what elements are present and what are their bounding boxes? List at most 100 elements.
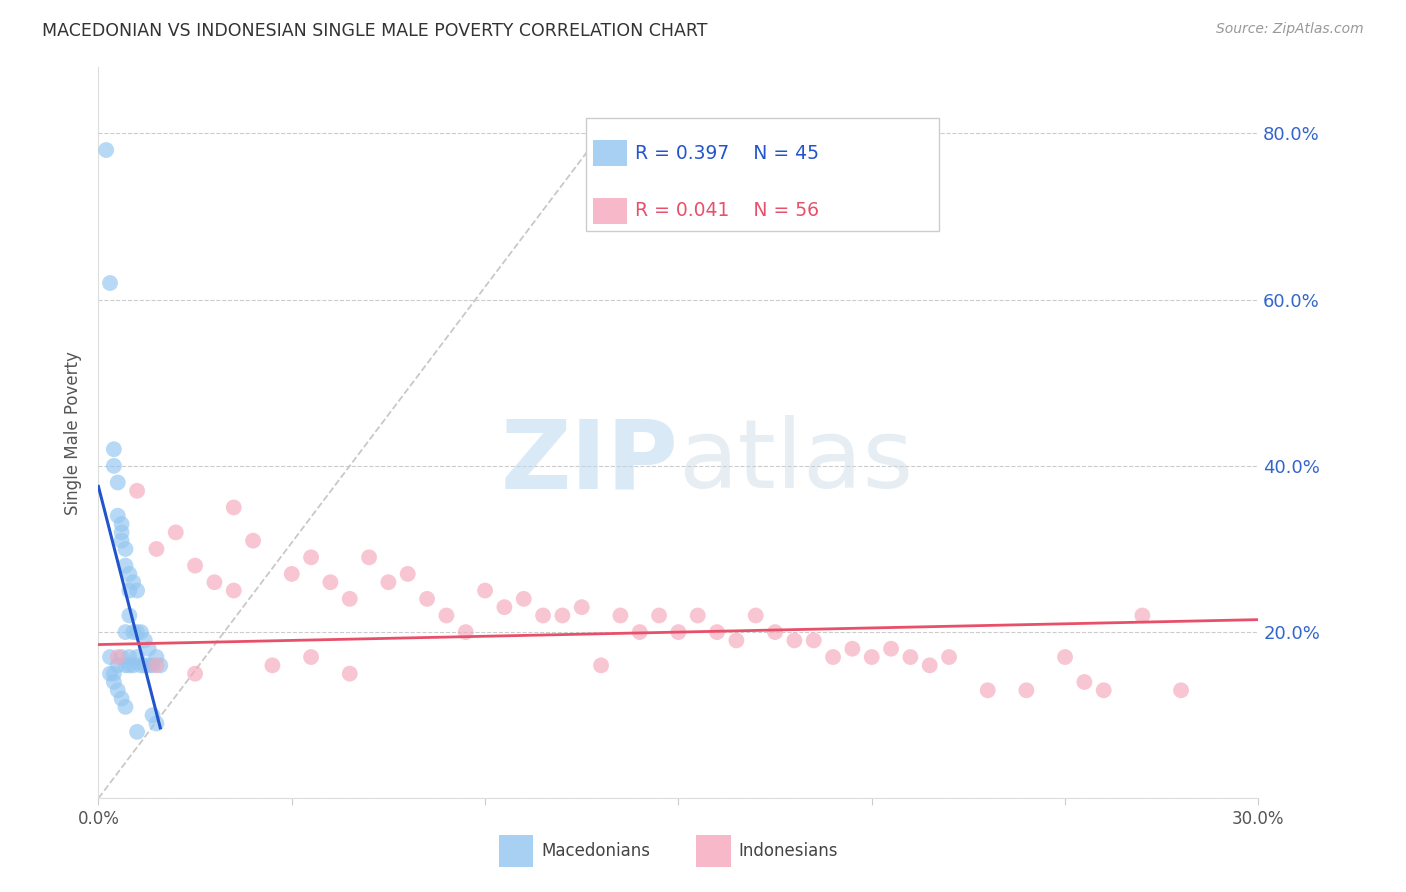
Point — [860, 650, 883, 665]
Point — [666, 625, 689, 640]
Point — [114, 625, 136, 640]
Point — [281, 566, 304, 581]
Point — [339, 591, 361, 606]
Point — [98, 650, 121, 665]
Point — [396, 566, 419, 581]
Point — [339, 666, 361, 681]
Point — [138, 658, 160, 673]
Point — [531, 608, 554, 623]
Text: Indonesians: Indonesians — [738, 842, 838, 860]
Point — [551, 608, 574, 623]
Point — [436, 608, 458, 623]
Point — [111, 516, 132, 531]
Point — [454, 625, 477, 640]
Text: MACEDONIAN VS INDONESIAN SINGLE MALE POVERTY CORRELATION CHART: MACEDONIAN VS INDONESIAN SINGLE MALE POV… — [42, 22, 707, 40]
Point — [783, 633, 806, 648]
Point — [114, 558, 136, 573]
Point — [977, 683, 1000, 698]
Point — [149, 658, 172, 673]
Point — [118, 658, 141, 673]
Text: Macedonians: Macedonians — [541, 842, 651, 860]
Point — [319, 575, 342, 590]
Point — [745, 608, 768, 623]
Point — [141, 658, 165, 673]
Point — [103, 442, 125, 457]
Point — [127, 483, 149, 498]
Point — [134, 633, 156, 648]
Point — [111, 691, 132, 706]
Point — [122, 658, 145, 673]
Point — [299, 550, 322, 565]
Point — [591, 658, 613, 673]
Point — [103, 675, 125, 690]
Text: Source: ZipAtlas.com: Source: ZipAtlas.com — [1216, 22, 1364, 37]
Bar — [499, 835, 533, 867]
Point — [141, 708, 165, 723]
Point — [118, 650, 141, 665]
Point — [1132, 608, 1154, 623]
Bar — [696, 835, 731, 867]
Text: atlas: atlas — [678, 416, 914, 508]
Point — [725, 633, 748, 648]
Point — [1073, 675, 1095, 690]
Point — [184, 558, 207, 573]
FancyBboxPatch shape — [585, 118, 939, 231]
Point — [103, 666, 125, 681]
Point — [938, 650, 960, 665]
Point — [803, 633, 825, 648]
Bar — [592, 198, 627, 224]
Point — [107, 650, 129, 665]
Point — [609, 608, 631, 623]
Point — [359, 550, 381, 565]
Point — [918, 658, 941, 673]
Point — [107, 683, 129, 698]
Point — [1054, 650, 1077, 665]
Point — [129, 625, 152, 640]
Point — [129, 658, 152, 673]
Point — [114, 699, 136, 714]
Point — [900, 650, 922, 665]
Point — [134, 658, 156, 673]
Point — [107, 658, 129, 673]
Point — [127, 650, 149, 665]
Point — [242, 533, 264, 548]
Point — [222, 583, 245, 598]
Point — [165, 525, 187, 540]
Point — [114, 658, 136, 673]
Y-axis label: Single Male Poverty: Single Male Poverty — [65, 351, 83, 515]
Point — [513, 591, 536, 606]
Point — [118, 566, 141, 581]
Point — [204, 575, 226, 590]
Point — [98, 666, 121, 681]
Point — [111, 650, 132, 665]
Point — [763, 625, 786, 640]
Point — [474, 583, 496, 598]
Point — [127, 583, 149, 598]
Point — [145, 658, 167, 673]
Text: R = 0.041    N = 56: R = 0.041 N = 56 — [636, 202, 820, 220]
Point — [145, 716, 167, 731]
Point — [118, 583, 141, 598]
Point — [1170, 683, 1192, 698]
Point — [122, 575, 145, 590]
Point — [1015, 683, 1038, 698]
Point — [114, 541, 136, 556]
Point — [706, 625, 728, 640]
Point — [416, 591, 439, 606]
Point — [118, 608, 141, 623]
Point — [127, 625, 149, 640]
Point — [145, 650, 167, 665]
Bar — [592, 140, 627, 167]
Point — [127, 724, 149, 739]
Point — [138, 641, 160, 656]
Point — [377, 575, 399, 590]
Point — [184, 666, 207, 681]
Point — [145, 541, 167, 556]
Point — [880, 641, 903, 656]
Point — [122, 625, 145, 640]
Point — [841, 641, 863, 656]
Point — [628, 625, 651, 640]
Point — [107, 475, 129, 490]
Point — [494, 600, 516, 615]
Text: R = 0.397    N = 45: R = 0.397 N = 45 — [636, 144, 820, 162]
